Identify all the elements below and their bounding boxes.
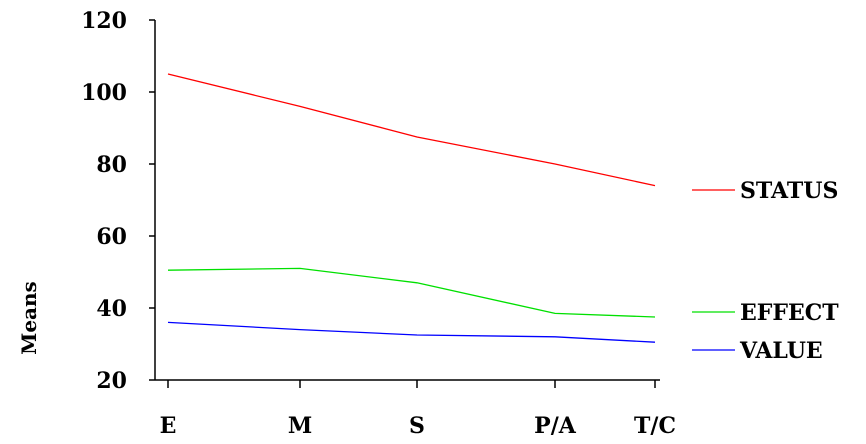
y-tick-label: 60 [96, 224, 127, 250]
axes [154, 20, 660, 381]
y-ticks: 20 40 60 80 100 120 [81, 8, 155, 394]
legend: STATUS EFFECT VALUE [692, 178, 839, 364]
y-tick-label: 100 [81, 80, 127, 106]
series-line-status [167, 73, 656, 187]
x-ticks: E M S P/A T/C [160, 380, 676, 439]
y-tick-label: 120 [81, 8, 127, 34]
series-line-value [167, 321, 656, 343]
legend-label-effect: EFFECT [740, 300, 839, 326]
y-tick-label: 40 [96, 296, 127, 322]
x-tick-label: P/A [534, 413, 577, 439]
x-tick-label: M [288, 413, 312, 439]
y-tick-label: 80 [96, 152, 127, 178]
legend-label-status: STATUS [740, 178, 838, 204]
y-axis-label: Means [17, 281, 41, 355]
series-line-effect [167, 267, 656, 318]
y-tick-label: 20 [96, 368, 127, 394]
x-tick-label: T/C [634, 413, 676, 439]
x-tick-label: S [409, 413, 425, 439]
x-tick-label: E [160, 413, 177, 439]
legend-label-value: VALUE [739, 338, 823, 364]
series-lines [167, 73, 656, 343]
